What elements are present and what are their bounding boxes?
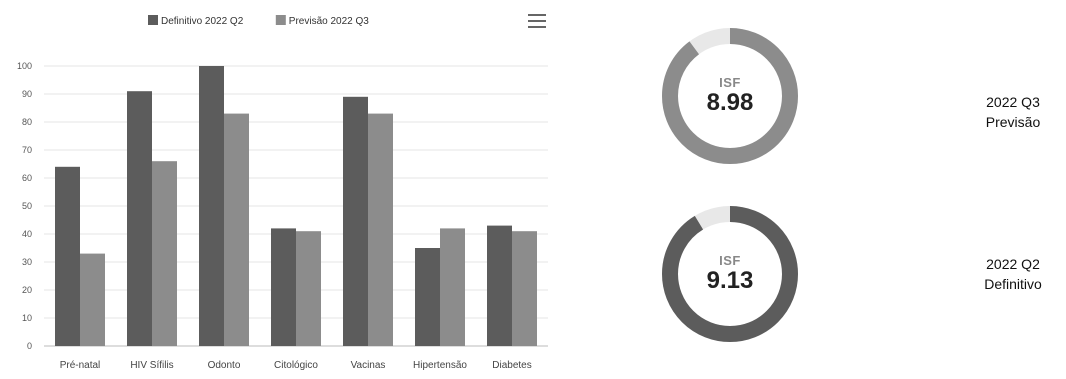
y-tick-label: 10	[22, 313, 32, 323]
y-tick-label: 40	[22, 229, 32, 239]
bar-previsao	[296, 231, 321, 346]
bar-definitivo	[415, 248, 440, 346]
period-text: 2022 Q3	[986, 94, 1040, 110]
legend-entry: Definitivo 2022 Q2	[161, 16, 244, 27]
bar-chart: 0 10 20 30 40 50 60 70 80 90 100 Pré-natal HIV Sífil…	[17, 15, 548, 371]
legend-swatch	[275, 15, 286, 25]
y-tick-label: 90	[22, 89, 32, 99]
x-tick-label: Odonto	[208, 360, 241, 371]
x-tick-label: Citológico	[274, 360, 318, 371]
legend-entry: Previsão 2022 Q3	[289, 16, 369, 27]
status-text: Previsão	[985, 114, 1041, 130]
bar-definitivo	[487, 225, 512, 346]
bar-definitivo	[55, 166, 80, 346]
period-label-q2: 2022 Q2 Definitivo	[953, 254, 1066, 294]
y-tick-label: 70	[22, 145, 32, 155]
status-text: Definitivo	[984, 276, 1042, 292]
bar-definitivo	[199, 66, 224, 346]
bar-definitivo	[343, 96, 368, 346]
y-tick-label: 100	[17, 61, 32, 71]
bar-definitivo	[127, 91, 152, 346]
bar-previsao	[512, 231, 537, 346]
bar-chart-panel: 0 10 20 30 40 50 60 70 80 90 100 Pré-natal HIV Sífil…	[17, 14, 548, 371]
kpi-value: 8.98	[706, 89, 754, 116]
kpi-label: ISF	[719, 75, 741, 90]
y-tick-label: 80	[22, 117, 32, 127]
y-tick-label: 50	[22, 201, 32, 211]
period-label-q3: 2022 Q3 Previsão	[953, 92, 1066, 132]
x-tick-label: Pré-natal	[60, 360, 101, 371]
bar-previsao	[224, 113, 249, 346]
bar-previsao	[440, 228, 465, 346]
kpi-value: 9.13	[706, 267, 754, 294]
bar-previsao	[80, 253, 105, 346]
y-tick-label: 0	[27, 341, 32, 351]
bar-previsao	[368, 113, 393, 346]
x-tick-label: Diabetes	[492, 360, 531, 371]
legend-swatch	[148, 15, 158, 25]
y-tick-label: 60	[22, 173, 32, 183]
y-tick-label: 30	[22, 257, 32, 267]
hamburger-menu-icon[interactable]	[528, 14, 546, 28]
donut-ring-q3	[662, 28, 798, 164]
period-text: 2022 Q2	[986, 256, 1040, 272]
x-tick-label: Hipertensão	[413, 360, 467, 371]
kpi-gauge-q3: ISF 8.98	[660, 26, 800, 166]
kpi-label: ISF	[719, 253, 741, 268]
bar-definitivo	[271, 228, 296, 346]
x-tick-label: HIV Sífilis	[130, 360, 173, 371]
bar-previsao	[152, 161, 177, 346]
donut-ring-q2	[662, 206, 798, 342]
x-tick-label: Vacinas	[351, 360, 386, 371]
y-tick-label: 20	[22, 285, 32, 295]
kpi-gauge-q2: ISF 9.13	[660, 204, 800, 344]
